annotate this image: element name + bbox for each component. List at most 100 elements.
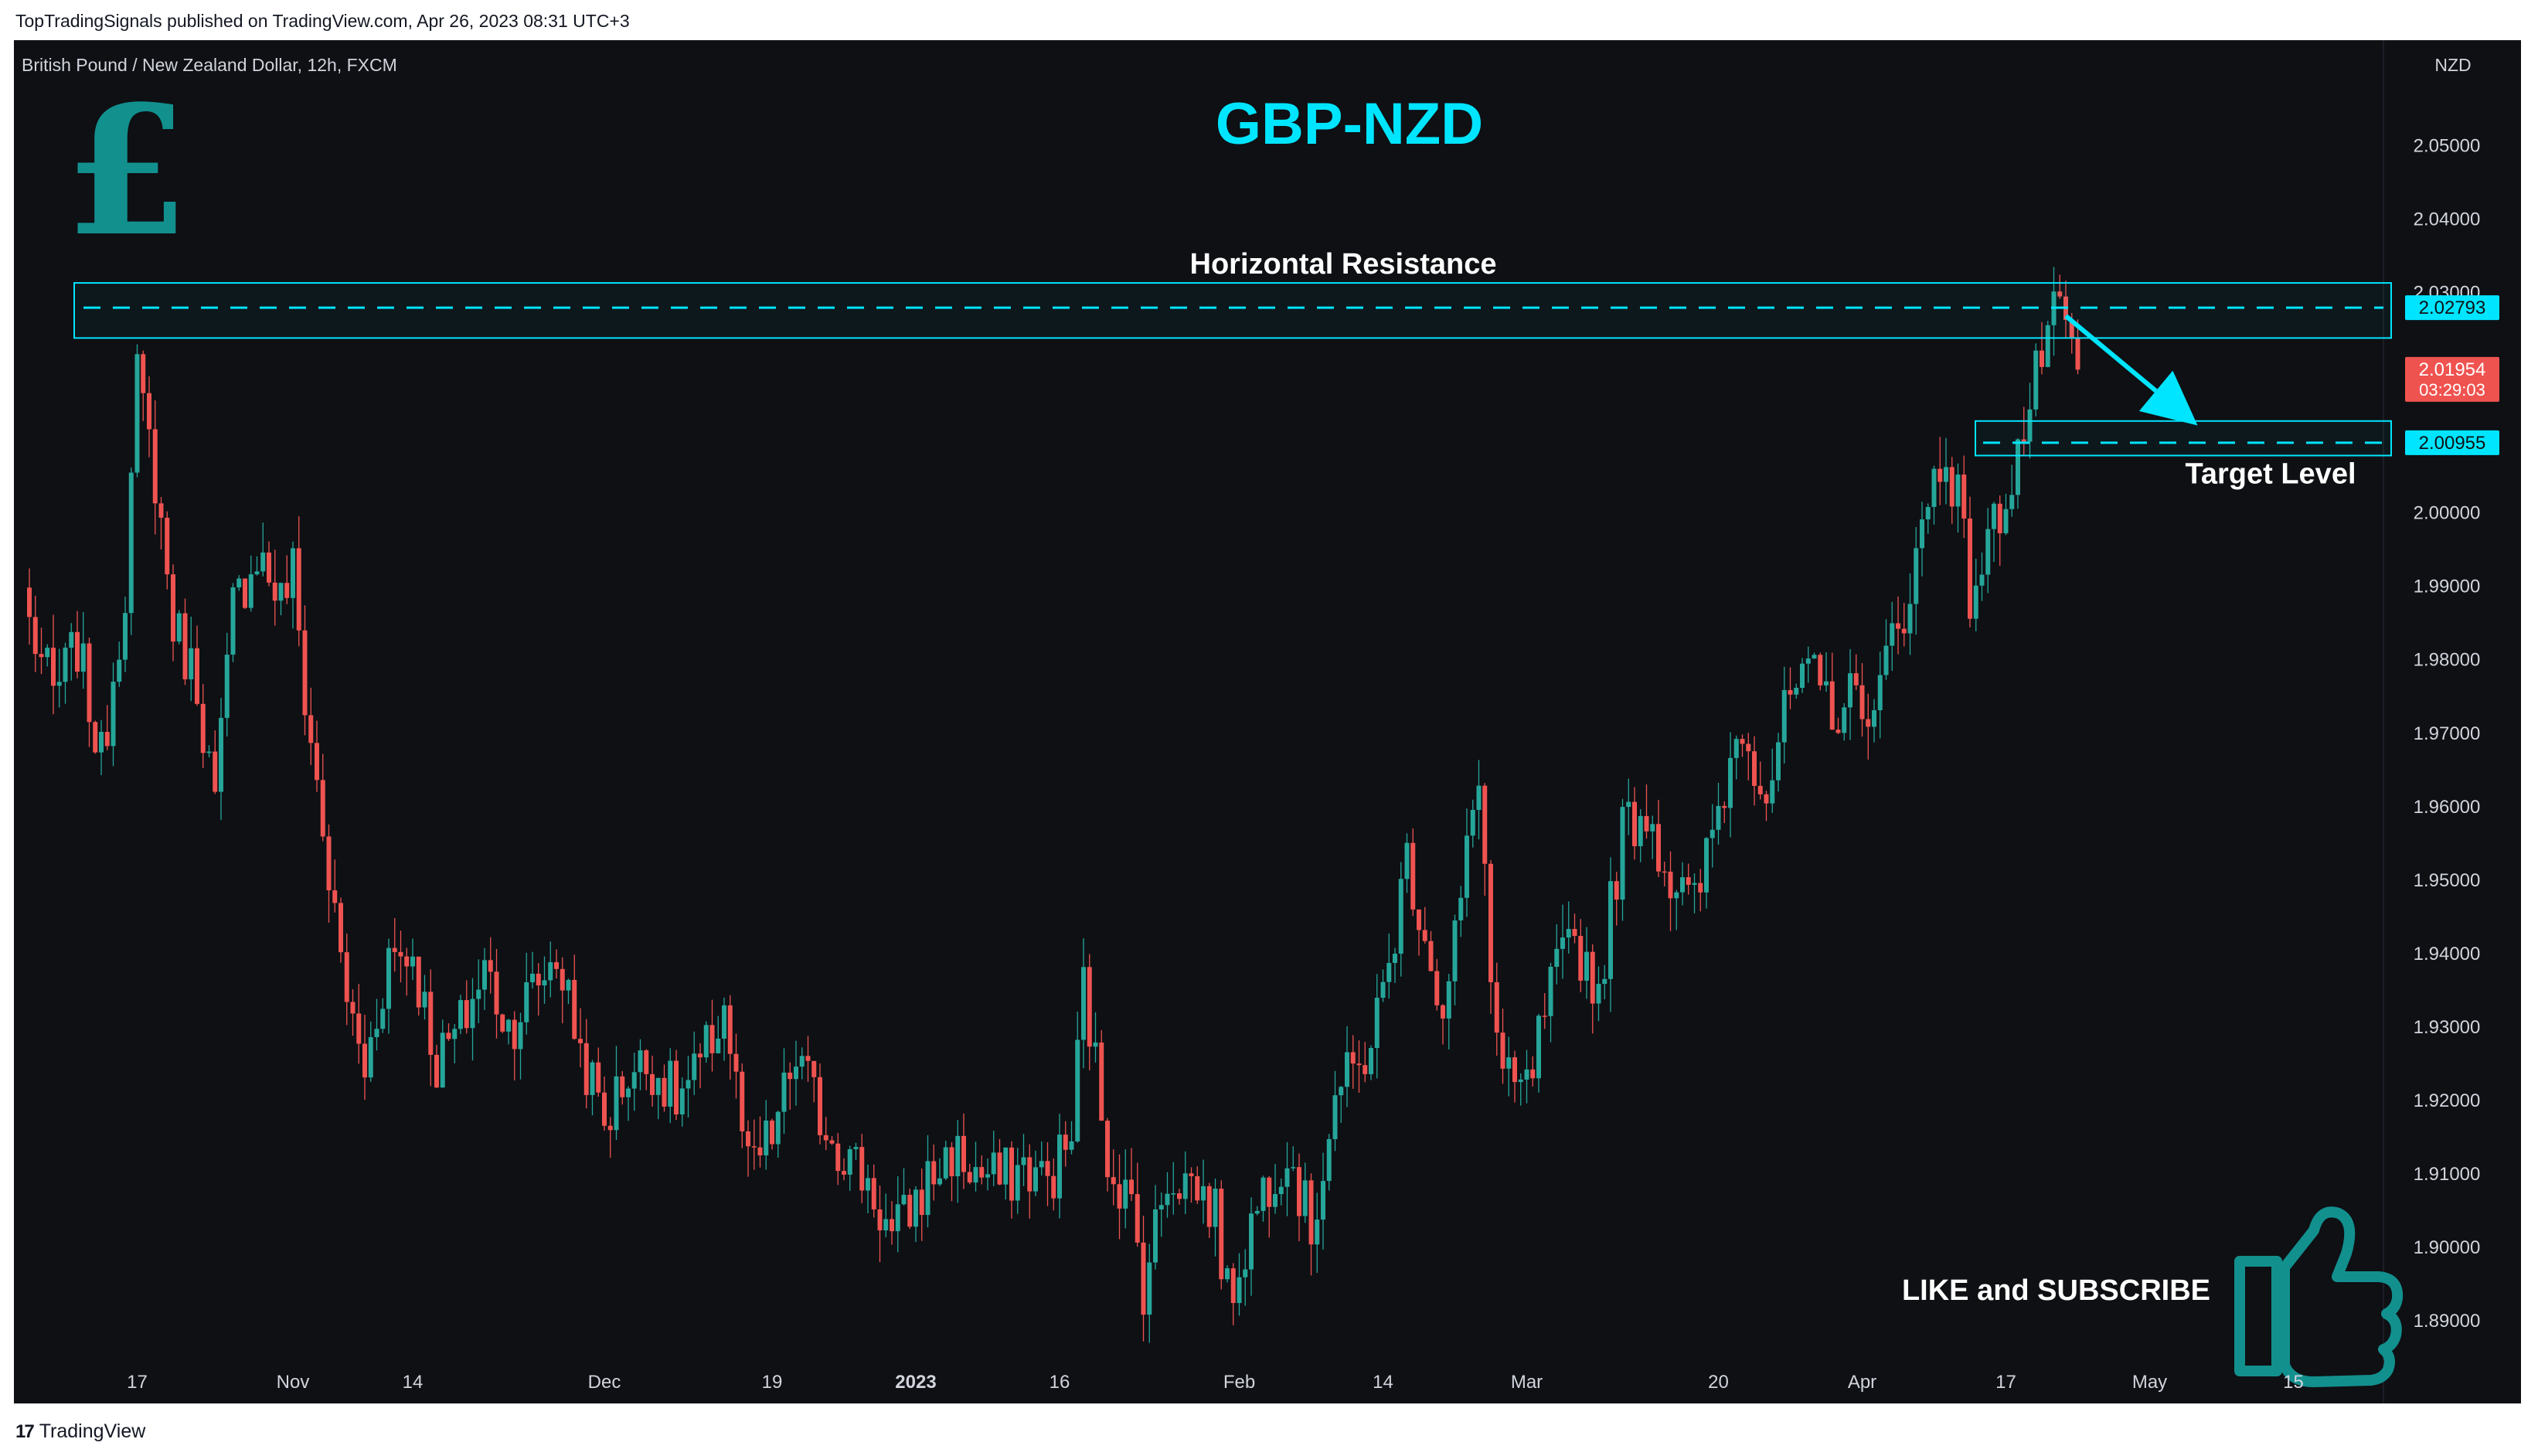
candle-body xyxy=(1195,1176,1200,1201)
candle-body xyxy=(189,648,194,680)
candle-body xyxy=(913,1189,918,1227)
candle xyxy=(1872,699,1876,743)
candle-body xyxy=(1650,824,1655,832)
candle-body xyxy=(440,1032,445,1088)
resistance-price-tag-bg xyxy=(2405,295,2499,321)
candle xyxy=(602,1076,607,1131)
candle-body xyxy=(1842,707,1847,733)
candle-body xyxy=(973,1167,978,1183)
candle xyxy=(835,1133,841,1186)
tradingview-footer[interactable]: 17 TradingView xyxy=(15,1420,145,1443)
candle xyxy=(698,1043,703,1089)
candle xyxy=(913,1186,918,1243)
candle-body xyxy=(1944,467,1948,482)
candle-body xyxy=(1512,1057,1517,1083)
candle xyxy=(1818,652,1823,691)
tradingview-brand-label[interactable]: TradingView xyxy=(39,1420,146,1442)
x-axis-tick-label: Feb xyxy=(1223,1372,1255,1393)
candle-body xyxy=(1230,1268,1236,1304)
candle-body xyxy=(1835,730,1841,733)
candle-body xyxy=(655,1077,661,1095)
candle-body xyxy=(1500,1032,1505,1069)
candle xyxy=(1596,966,1601,1022)
candle-body xyxy=(482,960,487,990)
candle xyxy=(1171,1162,1176,1215)
candle-body xyxy=(890,1219,894,1232)
candle-body xyxy=(1291,1167,1296,1169)
candle-body xyxy=(1345,1052,1349,1087)
candle-body xyxy=(506,1019,511,1032)
candle xyxy=(1824,652,1829,692)
candle-body xyxy=(1668,871,1673,899)
x-axis-tick-label: Nov xyxy=(277,1372,310,1393)
candle-body xyxy=(1189,1173,1194,1177)
candle-body xyxy=(692,1053,697,1080)
candle xyxy=(302,605,308,736)
candle xyxy=(1093,1012,1098,1063)
candle-body xyxy=(470,998,475,1029)
candle xyxy=(1417,909,1421,956)
candle xyxy=(243,578,247,610)
candle xyxy=(1267,1175,1272,1238)
candle-body xyxy=(195,648,199,704)
candle-body xyxy=(1243,1269,1248,1277)
candle xyxy=(1716,782,1721,845)
candle xyxy=(548,941,553,998)
candle-body xyxy=(1788,689,1793,695)
tradingview-logo-icon[interactable]: 17 xyxy=(15,1420,35,1442)
candle xyxy=(158,497,164,549)
candle-body xyxy=(2033,350,2039,410)
candle-body xyxy=(32,617,38,655)
candle-body xyxy=(260,552,266,572)
candle xyxy=(692,1031,697,1095)
candle xyxy=(644,1049,649,1090)
candle-body xyxy=(698,1053,703,1058)
candle-body xyxy=(1955,475,1961,507)
candle-body xyxy=(452,1029,458,1039)
candle xyxy=(847,1145,852,1191)
y-axis-tick-label: 2.04000 xyxy=(2414,209,2481,230)
candle xyxy=(1315,1192,1320,1274)
candle xyxy=(344,933,349,1026)
candle xyxy=(1015,1148,1020,1214)
candle-body xyxy=(1776,742,1781,781)
candle xyxy=(823,1117,828,1151)
candle xyxy=(1158,1192,1164,1237)
candle-body xyxy=(1728,757,1733,808)
target-arrow-head-icon xyxy=(2138,370,2198,426)
candle-body xyxy=(2003,509,2009,534)
chart-panel[interactable]: Horizontal Resistance Target Level British… xyxy=(14,40,2521,1403)
candle-body xyxy=(1680,877,1685,893)
candle-body xyxy=(1590,951,1595,1004)
candlestick-chart[interactable]: Horizontal Resistance Target Level British… xyxy=(14,40,2521,1403)
candle xyxy=(1111,1149,1116,1206)
candle-body xyxy=(566,979,571,991)
candle xyxy=(530,951,535,989)
candle-body xyxy=(416,956,421,1008)
candle-body xyxy=(446,1032,451,1039)
candle xyxy=(961,1113,966,1189)
candle-body xyxy=(1992,503,1996,529)
candle-body xyxy=(1087,967,1092,1047)
candle xyxy=(890,1201,894,1245)
candle xyxy=(1177,1189,1182,1205)
candle-body xyxy=(1914,548,1919,604)
candle-body xyxy=(1877,675,1883,710)
candle xyxy=(631,1053,637,1111)
candle-body xyxy=(997,1152,1002,1185)
candle-body xyxy=(1237,1277,1242,1304)
candle xyxy=(614,1046,619,1141)
candle xyxy=(165,511,170,590)
candle xyxy=(1542,993,1547,1029)
candle-body xyxy=(69,631,74,648)
candle-body xyxy=(2057,291,2063,297)
candle-body xyxy=(524,981,529,1022)
candle xyxy=(152,400,158,535)
candle xyxy=(1374,974,1380,1079)
candle xyxy=(871,1164,876,1218)
target-zone xyxy=(1975,420,2392,457)
candle xyxy=(1045,1142,1050,1206)
candle xyxy=(1182,1151,1188,1214)
candle-body xyxy=(51,648,56,686)
candle xyxy=(236,575,242,591)
